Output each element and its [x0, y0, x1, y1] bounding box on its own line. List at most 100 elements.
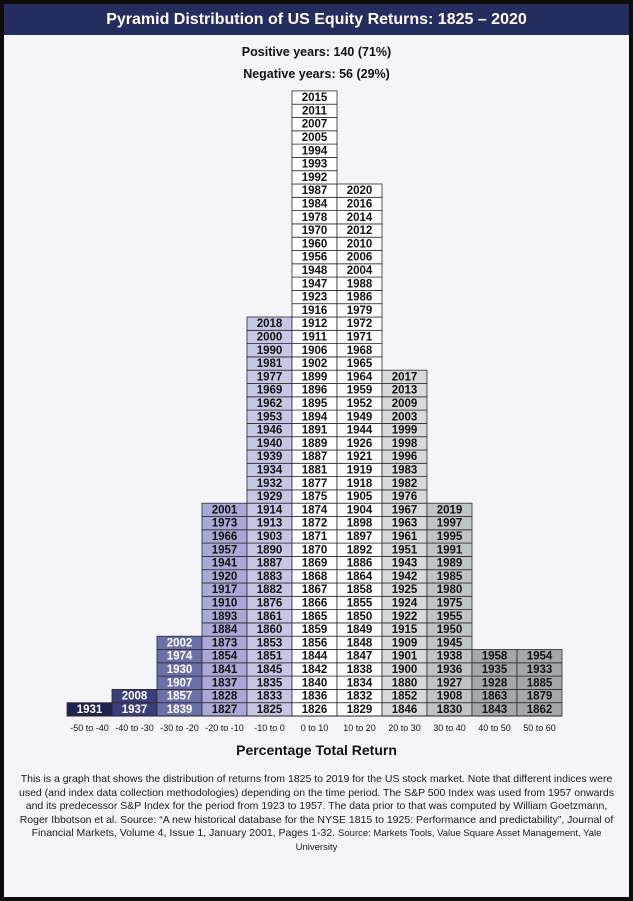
year-label: 1977 — [257, 371, 283, 383]
year-label: 1887 — [302, 451, 328, 463]
year-label: 2001 — [212, 504, 238, 516]
year-label: 1858 — [347, 584, 373, 596]
year-label: 1948 — [302, 265, 328, 277]
year-label: 1891 — [302, 425, 328, 437]
year-label: 1998 — [392, 438, 418, 450]
x-tick-label: -50 to -40 — [70, 723, 109, 733]
year-label: 1916 — [302, 305, 328, 317]
year-label: 1924 — [392, 597, 418, 609]
year-label: 1895 — [302, 398, 328, 410]
year-label: 1922 — [392, 611, 418, 623]
year-label: 1997 — [437, 518, 463, 530]
year-label: 2008 — [122, 691, 148, 703]
year-label: 1990 — [257, 345, 283, 357]
year-label: 1985 — [437, 571, 463, 583]
year-label: 1828 — [212, 691, 238, 703]
year-label: 1870 — [302, 544, 328, 556]
year-label: 1850 — [347, 611, 373, 623]
year-label: 1855 — [347, 597, 373, 609]
year-label: 1862 — [527, 704, 553, 716]
year-label: 1938 — [437, 651, 463, 663]
year-label: 1875 — [302, 491, 328, 503]
year-label: 1910 — [212, 597, 238, 609]
year-label: 1827 — [212, 704, 238, 716]
year-label: 1853 — [257, 637, 283, 649]
year-label: 1885 — [527, 677, 553, 689]
year-label: 1914 — [257, 504, 283, 516]
footnote-text: This is a graph that shows the distribut… — [19, 773, 614, 839]
year-label: 1866 — [302, 597, 328, 609]
year-label: 1886 — [347, 558, 373, 570]
year-label: 1975 — [437, 597, 463, 609]
year-label: 1973 — [212, 518, 238, 530]
year-label: 1949 — [347, 411, 373, 423]
title-bar: Pyramid Distribution of US Equity Return… — [4, 4, 629, 35]
year-label: 2005 — [302, 132, 328, 144]
year-label: 1944 — [347, 425, 373, 437]
year-label: 1966 — [212, 531, 238, 543]
year-label: 1863 — [482, 691, 508, 703]
year-label: 1982 — [392, 478, 418, 490]
year-label: 2002 — [167, 637, 193, 649]
year-label: 1945 — [437, 637, 463, 649]
year-label: 1832 — [347, 691, 373, 703]
year-label: 1920 — [212, 571, 238, 583]
x-tick-label: -20 to -10 — [205, 723, 244, 733]
year-label: 2009 — [392, 398, 418, 410]
year-cell — [516, 649, 563, 664]
year-label: 2020 — [347, 185, 373, 197]
footnote: This is a graph that shows the distribut… — [14, 773, 619, 854]
year-label: 1947 — [302, 278, 328, 290]
year-label: 2004 — [347, 265, 373, 277]
year-label: 1847 — [347, 651, 373, 663]
year-label: 1848 — [347, 637, 373, 649]
year-label: 1943 — [392, 558, 418, 570]
year-label: 1929 — [257, 491, 283, 503]
year-label: 1953 — [257, 411, 283, 423]
year-label: 1837 — [212, 677, 238, 689]
year-label: 1979 — [347, 305, 373, 317]
negative-years-summary: Negative years: 56 (29%) — [243, 67, 390, 81]
year-label: 1860 — [257, 624, 283, 636]
year-label: 1864 — [347, 571, 373, 583]
year-cell — [381, 369, 428, 384]
year-cell — [336, 183, 383, 198]
year-label: 1937 — [122, 704, 148, 716]
year-cell — [291, 90, 338, 105]
year-label: 1957 — [212, 544, 238, 556]
year-label: 2017 — [392, 371, 418, 383]
x-tick-label: 0 to 10 — [301, 723, 329, 733]
year-label: 1887 — [257, 558, 283, 570]
year-label: 1933 — [527, 664, 553, 676]
year-label: 1867 — [302, 584, 328, 596]
year-label: 1989 — [437, 558, 463, 570]
chart-title: Pyramid Distribution of US Equity Return… — [106, 11, 527, 28]
year-label: 1968 — [347, 345, 373, 357]
year-label: 1834 — [347, 677, 373, 689]
x-axis-title: Percentage Total Return — [236, 742, 397, 758]
year-label: 2012 — [347, 225, 373, 237]
year-label: 1849 — [347, 624, 373, 636]
year-label: 1907 — [167, 677, 193, 689]
year-label: 1851 — [257, 651, 283, 663]
year-label: 1974 — [167, 651, 193, 663]
year-label: 1840 — [302, 677, 328, 689]
year-label: 1931 — [77, 704, 103, 716]
year-label: 1913 — [257, 518, 283, 530]
x-tick-label: -10 to 0 — [254, 723, 285, 733]
year-label: 1892 — [347, 544, 373, 556]
year-label: 1960 — [302, 238, 328, 250]
year-label: 1999 — [392, 425, 418, 437]
year-label: 1950 — [437, 624, 463, 636]
year-label: 1896 — [302, 385, 328, 397]
year-label: 1830 — [437, 704, 463, 716]
year-label: 1930 — [167, 664, 193, 676]
year-label: 1986 — [347, 292, 373, 304]
year-label: 1876 — [257, 597, 283, 609]
year-label: 2000 — [257, 331, 283, 343]
year-label: 1901 — [392, 651, 418, 663]
year-label: 1939 — [257, 451, 283, 463]
year-label: 1917 — [212, 584, 238, 596]
year-label: 1936 — [437, 664, 463, 676]
